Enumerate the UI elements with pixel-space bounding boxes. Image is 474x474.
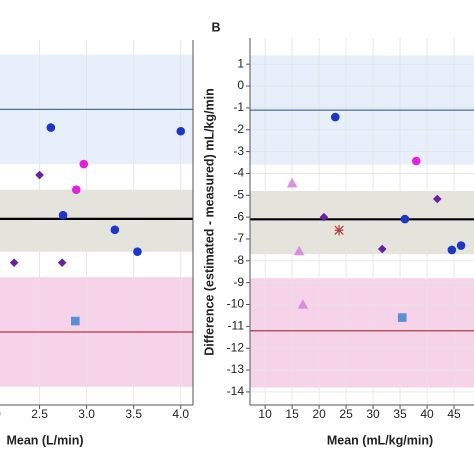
point bbox=[411, 156, 421, 166]
point bbox=[330, 112, 340, 122]
point bbox=[71, 185, 81, 194]
point bbox=[176, 126, 186, 136]
y-tick-label: -3 bbox=[233, 144, 244, 158]
y-tick-label: -4 bbox=[233, 166, 244, 180]
point bbox=[397, 313, 407, 322]
y-tick-label: -9 bbox=[233, 275, 244, 289]
y-tick-label: 1 bbox=[237, 56, 244, 70]
point bbox=[432, 194, 442, 204]
x-axis-label: Mean (L/min) bbox=[6, 433, 83, 447]
x-tick-label: 25 bbox=[339, 407, 353, 421]
point bbox=[456, 241, 466, 250]
y-tick-label: -8 bbox=[233, 253, 244, 267]
y-tick-label: -13 bbox=[227, 362, 245, 376]
y-tick-label: -11 bbox=[228, 319, 245, 333]
point bbox=[9, 258, 19, 267]
x-tick-label: 20 bbox=[312, 407, 326, 421]
y-tick-label: -6 bbox=[233, 209, 244, 223]
point bbox=[58, 210, 68, 220]
limit-band bbox=[0, 189, 193, 252]
point bbox=[334, 224, 344, 236]
point bbox=[110, 225, 120, 235]
y-tick-label: -7 bbox=[233, 231, 244, 245]
point bbox=[35, 170, 44, 180]
y-tick-label: -12 bbox=[227, 340, 245, 354]
point bbox=[319, 212, 329, 222]
y-axis-label: Difference (estimated - measured) mL/kg/… bbox=[202, 88, 216, 355]
y-tick-label: 0 bbox=[237, 78, 244, 92]
x-tick-label: 35 bbox=[393, 407, 407, 421]
point bbox=[400, 214, 410, 224]
x-axis-label: Mean (mL/kg/min) bbox=[327, 433, 433, 447]
point bbox=[71, 316, 80, 326]
panel-title: B bbox=[211, 20, 220, 34]
y-tick-label: -2 bbox=[233, 122, 244, 136]
point bbox=[447, 245, 457, 255]
point bbox=[57, 258, 67, 267]
point bbox=[377, 244, 387, 254]
y-tick-label: -5 bbox=[233, 187, 244, 201]
point bbox=[286, 177, 298, 188]
point bbox=[293, 245, 305, 256]
limit-band bbox=[250, 190, 474, 255]
x-tick-label: 3.0 bbox=[78, 407, 95, 421]
point bbox=[297, 299, 309, 309]
point bbox=[46, 123, 56, 132]
limit-band bbox=[250, 278, 474, 388]
x-tick-label: 30 bbox=[366, 407, 380, 421]
x-tick-label: 2.5 bbox=[31, 407, 48, 421]
x-tick-label: 10 bbox=[258, 407, 272, 421]
x-tick-label: 40 bbox=[420, 407, 434, 421]
x-tick-label: 4.0 bbox=[172, 407, 189, 421]
point bbox=[79, 159, 89, 169]
x-tick-label: 15 bbox=[285, 407, 299, 421]
y-tick-label: -14 bbox=[227, 384, 245, 398]
y-tick-label: -10 bbox=[227, 297, 245, 311]
x-tick-label: 45 bbox=[447, 407, 461, 421]
x-tick-label: 3.5 bbox=[125, 407, 142, 421]
point bbox=[133, 247, 142, 256]
x-tick-label: 2.0 bbox=[0, 407, 1, 421]
y-tick-label: -1 bbox=[233, 100, 244, 114]
